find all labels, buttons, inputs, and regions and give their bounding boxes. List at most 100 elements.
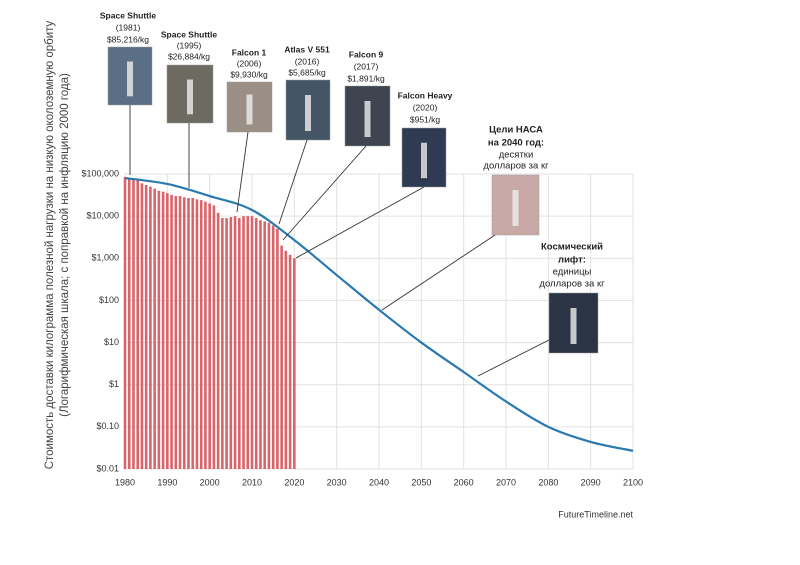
x-tick-label: 2090 — [581, 477, 601, 487]
leader-line — [282, 145, 367, 241]
rocket-glow — [512, 190, 519, 226]
bar — [225, 218, 228, 469]
rocket-glow — [421, 142, 427, 179]
rocket-glow — [570, 308, 577, 344]
bar — [140, 183, 144, 469]
x-tick-label: 2070 — [496, 477, 516, 487]
y-tick-label: $1 — [109, 379, 119, 389]
bar — [136, 180, 139, 469]
bar — [238, 218, 241, 469]
annotation-cost: $1,891/kg — [347, 73, 385, 83]
bar — [153, 188, 156, 469]
cost-curve — [124, 176, 634, 452]
x-tick-label: 2080 — [538, 477, 558, 487]
rocket-glow — [127, 61, 133, 97]
leader-line — [295, 186, 425, 259]
annotation-cost: десятки — [499, 150, 534, 161]
x-tick-label: 2100 — [623, 477, 643, 487]
annotation-title: Falcon 9 — [349, 49, 384, 59]
annotation-title: Космический — [541, 242, 603, 253]
bar — [191, 197, 195, 469]
bar — [149, 186, 152, 469]
y-tick-label: $10 — [104, 337, 119, 347]
bar — [199, 200, 203, 469]
y-axis-note: (Логарифмическая шкала; с поправкой на и… — [59, 73, 71, 417]
bar — [221, 218, 224, 469]
bar — [174, 196, 178, 470]
bar — [212, 205, 216, 469]
x-tick-label: 2030 — [327, 477, 347, 487]
y-tick-label: $0.10 — [96, 421, 119, 431]
bar — [182, 197, 186, 469]
annotation-year: (1981) — [116, 22, 141, 32]
bar — [246, 216, 250, 469]
annotation-year: лифт: — [558, 255, 586, 266]
annotation-title: Space Shuttle — [161, 29, 217, 39]
bar — [166, 193, 169, 469]
y-tick-label: $100,000 — [81, 168, 119, 178]
rocket-glow — [246, 94, 253, 125]
annotation-cost: $9,930/kg — [230, 69, 268, 79]
bar — [271, 225, 275, 469]
annotation-title: Цели НАСА — [489, 125, 543, 136]
bar — [208, 203, 211, 469]
x-tick-label: 2040 — [369, 477, 389, 487]
y-tick-label: $10,000 — [86, 211, 119, 221]
annotation-cost: $951/kg — [410, 114, 441, 124]
annotation-year: (1995) — [177, 40, 202, 50]
annotation-year: (2020) — [413, 102, 438, 112]
bar — [229, 217, 233, 469]
bar — [178, 196, 182, 470]
annotation-title: Space Shuttle — [100, 10, 156, 20]
bar — [288, 254, 292, 469]
leader-line — [236, 131, 249, 213]
x-tick-label: 2000 — [200, 477, 220, 487]
bar — [195, 199, 199, 469]
rocket-glow — [187, 79, 193, 115]
x-tick-label: 2050 — [411, 477, 431, 487]
leader-line — [477, 339, 550, 377]
y-tick-label: $0.01 — [96, 463, 119, 473]
annotation-cost: $26,884/kg — [168, 51, 210, 61]
annotation-title: Falcon 1 — [232, 47, 267, 57]
annotation-extra: долларов за кг — [539, 279, 605, 290]
bar — [216, 212, 220, 469]
bar — [250, 216, 254, 469]
annotation-year: на 2040 год: — [488, 138, 544, 149]
bar — [242, 216, 245, 469]
x-tick-label: 1990 — [157, 477, 177, 487]
bar — [267, 222, 271, 469]
bar — [132, 179, 135, 470]
y-tick-label: $100 — [99, 295, 119, 305]
bar — [204, 201, 207, 469]
x-tick-label: 1980 — [115, 477, 135, 487]
annotation-year: (2016) — [295, 56, 320, 66]
bar — [157, 190, 161, 469]
bar — [276, 228, 279, 469]
bar — [127, 178, 131, 470]
bar — [170, 194, 173, 469]
annotation-cost: единицы — [553, 267, 592, 278]
bar — [259, 220, 262, 469]
y-tick-label: $1,000 — [91, 253, 119, 263]
bar — [284, 250, 288, 469]
annotation-cost: $5,685/kg — [288, 67, 326, 77]
source: FutureTimeline.net — [558, 509, 633, 519]
bar — [123, 176, 127, 469]
rocket-glow — [305, 95, 311, 131]
y-axis-label: Стоимость доставки килограмма полезной н… — [44, 20, 56, 469]
x-tick-label: 2060 — [454, 477, 474, 487]
bar — [280, 245, 283, 469]
leader-line — [381, 234, 496, 311]
bar — [293, 258, 296, 469]
annotation-year: (2006) — [237, 58, 262, 68]
annotation-extra: долларов за кг — [483, 161, 549, 172]
bar — [254, 218, 258, 469]
annotation-title: Atlas V 551 — [284, 44, 330, 54]
annotation-cost: $85,216/kg — [107, 34, 149, 44]
x-tick-label: 2020 — [284, 477, 304, 487]
bar — [144, 184, 148, 469]
bar — [187, 197, 190, 469]
bar — [161, 191, 165, 470]
